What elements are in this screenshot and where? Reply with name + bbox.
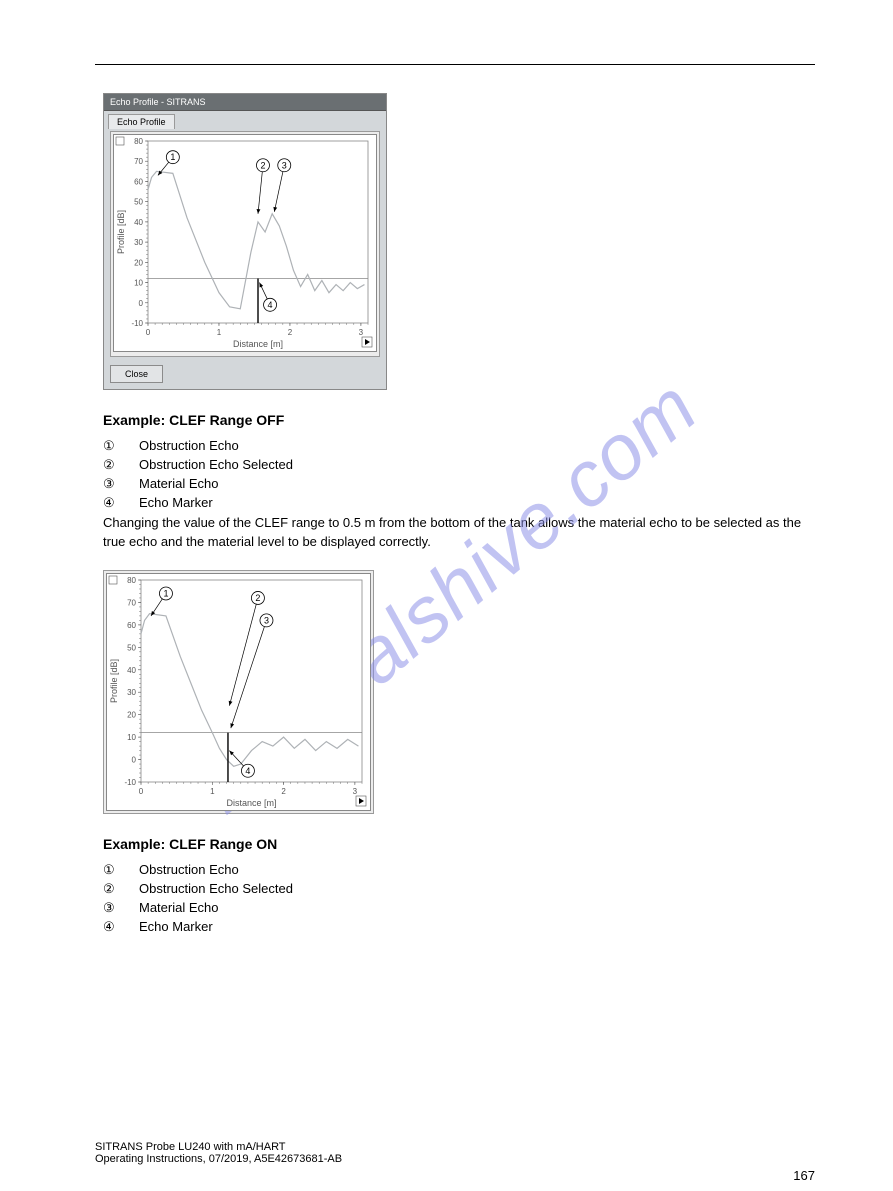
legend-item: ④Echo Marker xyxy=(103,495,815,511)
legend-item: ①Obstruction Echo xyxy=(103,438,815,454)
svg-text:60: 60 xyxy=(134,177,143,186)
echo-profile-chart: -100102030405060708001231234Profile [dB]… xyxy=(113,134,377,352)
legend-num: ② xyxy=(103,457,139,473)
legend-num: ④ xyxy=(103,919,139,935)
legend-item: ③Material Echo xyxy=(103,476,815,492)
svg-text:40: 40 xyxy=(134,218,143,227)
svg-text:4: 4 xyxy=(245,765,250,775)
svg-text:50: 50 xyxy=(127,643,136,652)
window-titlebar: Echo Profile - SITRANS xyxy=(104,94,386,111)
svg-text:Distance [m]: Distance [m] xyxy=(226,798,276,808)
footer-docref: Operating Instructions, 07/2019, A5E4267… xyxy=(95,1153,342,1165)
horizontal-rule xyxy=(95,64,815,65)
svg-text:2: 2 xyxy=(260,160,265,170)
legend-text: Obstruction Echo Selected xyxy=(139,881,293,897)
legend-num: ④ xyxy=(103,495,139,511)
svg-text:Profile [dB]: Profile [dB] xyxy=(109,659,119,703)
legend1-list: ①Obstruction Echo②Obstruction Echo Selec… xyxy=(103,438,815,511)
legend-item: ①Obstruction Echo xyxy=(103,862,815,878)
svg-text:3: 3 xyxy=(353,787,358,796)
svg-text:70: 70 xyxy=(127,598,136,607)
svg-text:80: 80 xyxy=(127,576,136,585)
legend1-title: Example: CLEF Range OFF xyxy=(103,412,815,428)
svg-text:3: 3 xyxy=(359,328,364,337)
svg-text:10: 10 xyxy=(134,279,143,288)
svg-text:30: 30 xyxy=(134,238,143,247)
svg-text:Distance [m]: Distance [m] xyxy=(233,339,283,349)
svg-text:0: 0 xyxy=(132,755,137,764)
svg-text:0: 0 xyxy=(139,299,144,308)
legend-num: ① xyxy=(103,438,139,454)
footer-product: SITRANS Probe LU240 with mA/HART xyxy=(95,1141,342,1153)
svg-text:4: 4 xyxy=(268,300,273,310)
svg-text:Profile [dB]: Profile [dB] xyxy=(116,210,126,254)
legend-item: ④Echo Marker xyxy=(103,919,815,935)
page-number: 167 xyxy=(793,1168,815,1183)
echo-profile-chart-2: -100102030405060708001231234Profile [dB]… xyxy=(106,573,371,811)
legend-num: ③ xyxy=(103,476,139,492)
plot-panel: -100102030405060708001231234Profile [dB]… xyxy=(110,131,380,357)
legend2-title: Example: CLEF Range ON xyxy=(103,836,815,852)
legend-item: ②Obstruction Echo Selected xyxy=(103,881,815,897)
svg-text:1: 1 xyxy=(210,787,215,796)
echo-profile-window: Echo Profile - SITRANS Echo Profile -100… xyxy=(103,93,387,390)
paragraph-clef: Changing the value of the CLEF range to … xyxy=(103,514,805,552)
svg-text:40: 40 xyxy=(127,665,136,674)
legend-text: Echo Marker xyxy=(139,919,213,935)
legend-item: ③Material Echo xyxy=(103,900,815,916)
svg-text:80: 80 xyxy=(134,137,143,146)
svg-text:1: 1 xyxy=(163,588,168,598)
svg-text:1: 1 xyxy=(217,328,222,337)
legend-num: ① xyxy=(103,862,139,878)
legend-text: Material Echo xyxy=(139,476,218,492)
close-button[interactable]: Close xyxy=(110,365,163,383)
svg-text:10: 10 xyxy=(127,733,136,742)
legend-text: Obstruction Echo Selected xyxy=(139,457,293,473)
svg-text:3: 3 xyxy=(264,615,269,625)
svg-text:-10: -10 xyxy=(124,778,136,787)
svg-text:3: 3 xyxy=(282,160,287,170)
legend-num: ③ xyxy=(103,900,139,916)
legend-text: Obstruction Echo xyxy=(139,862,239,878)
legend-text: Material Echo xyxy=(139,900,218,916)
svg-text:0: 0 xyxy=(139,787,144,796)
legend2-list: ①Obstruction Echo②Obstruction Echo Selec… xyxy=(103,862,815,935)
svg-text:20: 20 xyxy=(127,710,136,719)
svg-text:1: 1 xyxy=(170,152,175,162)
legend-item: ②Obstruction Echo Selected xyxy=(103,457,815,473)
svg-text:20: 20 xyxy=(134,258,143,267)
legend-text: Echo Marker xyxy=(139,495,213,511)
svg-text:70: 70 xyxy=(134,157,143,166)
legend-num: ② xyxy=(103,881,139,897)
tab-bar: Echo Profile xyxy=(104,111,386,129)
page-footer: SITRANS Probe LU240 with mA/HART Operati… xyxy=(95,1141,815,1165)
svg-text:60: 60 xyxy=(127,621,136,630)
svg-text:0: 0 xyxy=(146,328,151,337)
svg-text:-10: -10 xyxy=(131,319,143,328)
svg-text:30: 30 xyxy=(127,688,136,697)
tab-echo-profile[interactable]: Echo Profile xyxy=(108,114,175,129)
legend-text: Obstruction Echo xyxy=(139,438,239,454)
svg-text:2: 2 xyxy=(281,787,286,796)
svg-text:2: 2 xyxy=(288,328,293,337)
plot-panel-2: -100102030405060708001231234Profile [dB]… xyxy=(103,570,374,814)
svg-text:2: 2 xyxy=(255,593,260,603)
svg-text:50: 50 xyxy=(134,198,143,207)
